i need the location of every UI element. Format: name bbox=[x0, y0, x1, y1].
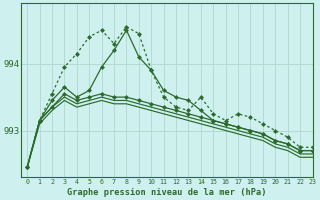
X-axis label: Graphe pression niveau de la mer (hPa): Graphe pression niveau de la mer (hPa) bbox=[67, 188, 267, 197]
